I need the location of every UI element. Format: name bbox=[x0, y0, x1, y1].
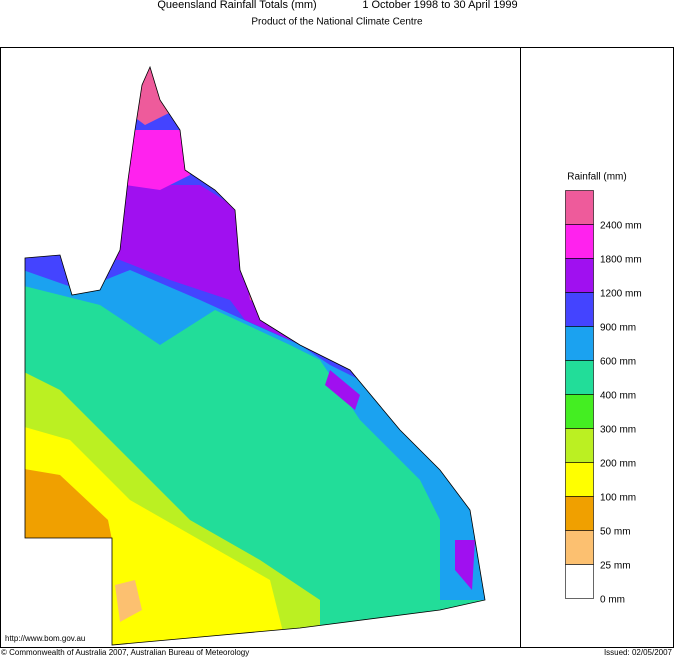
legend-swatch bbox=[565, 564, 594, 599]
legend-frame bbox=[520, 47, 674, 648]
zone bbox=[25, 465, 112, 545]
legend-label: 25 mm bbox=[600, 561, 631, 572]
legend-label: 50 mm bbox=[600, 527, 631, 538]
legend-swatch bbox=[565, 462, 594, 497]
legend-label: 400 mm bbox=[600, 391, 636, 402]
legend-swatch bbox=[565, 190, 594, 225]
title: Queensland Rainfall Totals (mm) bbox=[157, 0, 316, 11]
legend-swatch bbox=[565, 496, 594, 531]
legend-swatch bbox=[565, 258, 594, 293]
state-outline bbox=[24, 65, 486, 646]
legend: 2400 mm 1800 mm 1200 mm 900 mm 600 mm 400 mm 3… bbox=[565, 190, 642, 606]
legend-label: 300 mm bbox=[600, 425, 636, 436]
legend-label: 1800 mm bbox=[600, 255, 642, 266]
issued: Issued: 02/05/2007 bbox=[604, 648, 673, 657]
period: 1 October 1998 to 30 April 1999 bbox=[362, 0, 517, 11]
legend-label: 2400 mm bbox=[600, 221, 642, 232]
legend-swatch bbox=[565, 360, 594, 395]
url: http://www.bom.gov.au bbox=[5, 634, 85, 643]
zone bbox=[70, 185, 290, 340]
legend-swatch bbox=[565, 394, 594, 429]
legend-swatch bbox=[565, 326, 594, 361]
zone bbox=[125, 130, 190, 190]
legend-swatch bbox=[565, 224, 594, 259]
legend-title: Rainfall (mm) bbox=[567, 172, 626, 183]
legend-label: 200 mm bbox=[600, 459, 636, 470]
legend-label: 900 mm bbox=[600, 323, 636, 334]
zone bbox=[325, 370, 360, 410]
legend-label: 0 mm bbox=[600, 595, 625, 606]
legend-label: 100 mm bbox=[600, 493, 636, 504]
legend-label: 1200 mm bbox=[600, 289, 642, 300]
legend-label: 600 mm bbox=[600, 357, 636, 368]
zone bbox=[115, 580, 142, 622]
subtitle: Product of the National Climate Centre bbox=[251, 17, 423, 28]
legend-swatch bbox=[565, 292, 594, 327]
rainfall-map bbox=[25, 67, 485, 645]
zone bbox=[455, 540, 475, 590]
zone bbox=[120, 67, 200, 125]
legend-swatch bbox=[565, 428, 594, 463]
legend-swatch bbox=[565, 530, 594, 565]
copyright: © Commonwealth of Australia 2007, Austra… bbox=[1, 648, 249, 657]
